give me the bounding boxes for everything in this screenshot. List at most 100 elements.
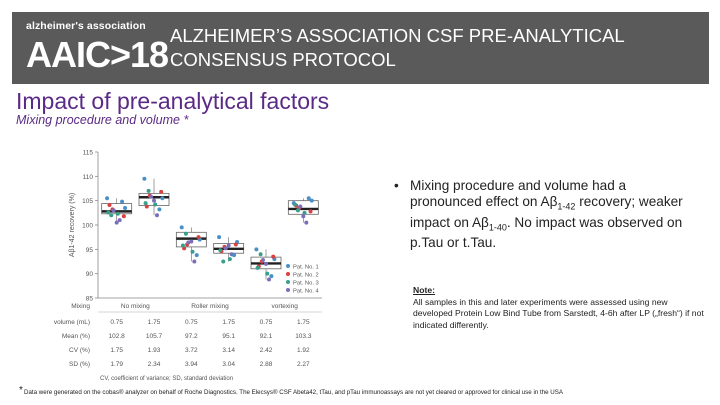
table-cell: 1.75 xyxy=(148,319,161,326)
table-cell: 1.75 xyxy=(110,347,123,354)
logo-tagline: alzheimer's association xyxy=(26,20,146,32)
data-point xyxy=(269,274,274,279)
legend-marker xyxy=(286,288,290,292)
data-point xyxy=(107,203,112,208)
data-point xyxy=(114,220,119,225)
data-point xyxy=(255,265,260,270)
note-block: Note: All samples in this and later expe… xyxy=(413,285,705,331)
y-tick-label: 95 xyxy=(86,247,94,254)
data-point xyxy=(180,243,185,248)
logo-wordmark: AAIC>18 xyxy=(26,34,169,75)
data-point xyxy=(143,201,148,206)
table-cell: 97.2 xyxy=(185,333,198,340)
data-point xyxy=(106,210,111,215)
data-point xyxy=(109,213,114,218)
data-point xyxy=(146,188,151,193)
table-cell: 95.1 xyxy=(222,333,235,340)
table-cell: 0.75 xyxy=(110,319,123,326)
data-point xyxy=(157,207,162,212)
data-point xyxy=(226,243,231,248)
legend-label: Pat. No. 1 xyxy=(293,264,319,270)
data-point xyxy=(308,209,313,214)
table-cell: 2.27 xyxy=(297,361,310,368)
table-cell: 1.92 xyxy=(297,347,310,354)
table-row-label: volume (mL) xyxy=(54,319,90,326)
table-cell: 1.93 xyxy=(148,347,161,354)
data-point xyxy=(261,258,265,263)
table-cell: 92.1 xyxy=(260,333,273,340)
footnote: * Data were generated on the cobas® anal… xyxy=(19,385,714,396)
section-title: Impact of pre-analytical factors xyxy=(16,88,330,114)
y-tick-label: 85 xyxy=(86,296,94,303)
data-point xyxy=(227,257,232,262)
data-point xyxy=(196,235,201,240)
bullet-text: Mixing procedure and volume had a pronou… xyxy=(410,178,695,251)
table-group-label: Roller mixing xyxy=(191,303,229,310)
data-point xyxy=(120,199,125,204)
data-point xyxy=(160,196,165,201)
data-point xyxy=(233,242,238,247)
table-row-label: CV (%) xyxy=(69,347,90,354)
table-cell: 1.75 xyxy=(222,319,235,326)
data-point xyxy=(159,189,164,194)
table-row-label: Mixing xyxy=(71,303,90,310)
bullet-subscript-2: 1-40 xyxy=(488,222,507,233)
data-point xyxy=(194,253,199,258)
slide-header-title: ALZHEIMER’S ASSOCIATION CSF PRE-ANALYTIC… xyxy=(170,25,625,70)
data-point xyxy=(267,277,271,282)
data-point xyxy=(115,211,120,216)
legend-label: Pat. No. 4 xyxy=(293,288,320,294)
table-caption: CV, coefficient of variance; SD, standar… xyxy=(100,376,233,382)
data-point xyxy=(183,231,188,236)
data-point xyxy=(155,213,159,218)
y-tick-label: 100 xyxy=(82,223,93,230)
data-point xyxy=(218,248,223,253)
table-cell: 0.75 xyxy=(185,319,198,326)
section-subtitle: Mixing procedure and volume * xyxy=(16,113,189,127)
footnote-text: Data were generated on the cobas® analyz… xyxy=(24,389,564,396)
data-point xyxy=(152,198,156,203)
header-banner: alzheimer's association AAIC>18 ALZHEIME… xyxy=(12,12,709,84)
table-cell: 3.72 xyxy=(185,347,198,354)
data-point xyxy=(298,204,303,209)
data-point xyxy=(304,220,309,225)
data-point xyxy=(153,202,158,207)
legend-marker xyxy=(286,264,290,268)
table-group-label: No mixing xyxy=(121,303,150,310)
data-point xyxy=(295,208,300,213)
y-tick-label: 105 xyxy=(82,198,93,205)
table-cell: 0.75 xyxy=(260,319,273,326)
bullet-text-part-1: Mixing procedure and volume had a pronou… xyxy=(410,178,627,209)
data-point xyxy=(179,225,184,230)
data-point xyxy=(142,176,147,181)
table-cell: 3.94 xyxy=(185,361,198,368)
bullet-text-part-3: . No impact was observed on p.Tau or t.T… xyxy=(410,214,683,251)
y-tick-label: 110 xyxy=(83,174,94,181)
data-point xyxy=(271,254,276,259)
y-axis-label: Aβ1-42 recovery (%) xyxy=(69,193,76,257)
table-row-label: SD (%) xyxy=(69,361,90,368)
aaic-logo: alzheimer's association AAIC>18 xyxy=(12,12,170,84)
data-point xyxy=(264,261,268,266)
table-group-label: vortexing xyxy=(271,303,298,310)
data-point xyxy=(111,208,116,213)
table-row-label: Mean (%) xyxy=(62,333,90,340)
table-cell: 102.8 xyxy=(109,333,126,340)
data-point xyxy=(223,246,228,251)
bullet-mark: • xyxy=(394,178,399,193)
data-point xyxy=(292,202,297,207)
legend-marker xyxy=(286,272,290,276)
data-point xyxy=(232,253,237,258)
note-title: Note: xyxy=(413,285,435,295)
data-point xyxy=(121,214,126,219)
footnote-star: * xyxy=(19,385,23,396)
table-cell: 103.3 xyxy=(295,333,312,340)
table-cell: 1.75 xyxy=(297,319,310,326)
legend-marker xyxy=(286,280,290,284)
data-point xyxy=(192,259,197,264)
legend-label: Pat. No. 2 xyxy=(293,272,319,278)
table-cell: 3.04 xyxy=(222,361,235,368)
table-cell: 3.14 xyxy=(222,347,235,354)
table-cell: 1.79 xyxy=(110,361,123,368)
data-point xyxy=(144,204,149,209)
